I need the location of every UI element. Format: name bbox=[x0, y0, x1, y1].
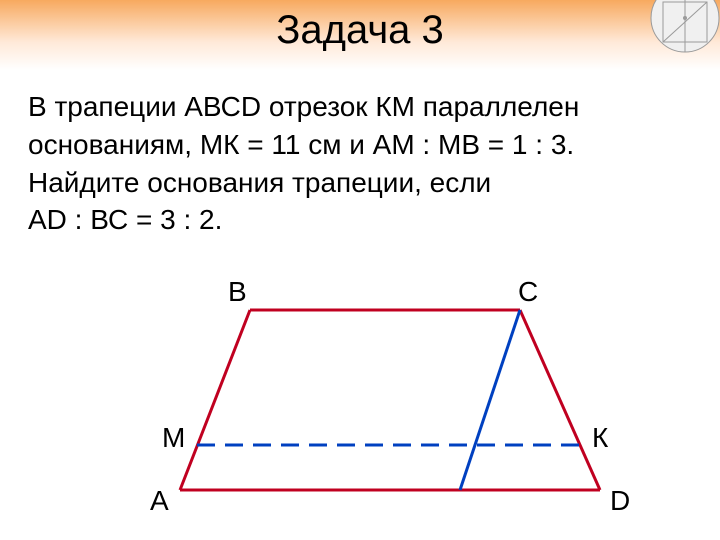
trapezoid-diagram: В С М К А D bbox=[120, 290, 640, 520]
problem-line-2: основаниям, МК = 11 см и АМ : МВ = 1 : 3… bbox=[28, 126, 692, 164]
label-K: К bbox=[592, 422, 608, 454]
label-B: В bbox=[228, 276, 247, 308]
slide: Задача 3 В трапеции АВСD отрезок КМ пара… bbox=[0, 0, 720, 540]
label-D: D bbox=[610, 485, 630, 517]
problem-text: В трапеции АВСD отрезок КМ параллелен ос… bbox=[0, 70, 720, 239]
problem-line-3: Найдите основания трапеции, если bbox=[28, 164, 692, 202]
problem-line-1: В трапеции АВСD отрезок КМ параллелен bbox=[28, 88, 692, 126]
corner-decoration bbox=[645, 0, 720, 60]
label-C: С bbox=[518, 276, 538, 308]
header: Задача 3 bbox=[0, 0, 720, 70]
label-A: А bbox=[150, 485, 169, 517]
slide-title: Задача 3 bbox=[0, 0, 720, 53]
label-M: М bbox=[162, 422, 185, 454]
problem-line-4: АD : ВС = 3 : 2. bbox=[28, 201, 692, 239]
